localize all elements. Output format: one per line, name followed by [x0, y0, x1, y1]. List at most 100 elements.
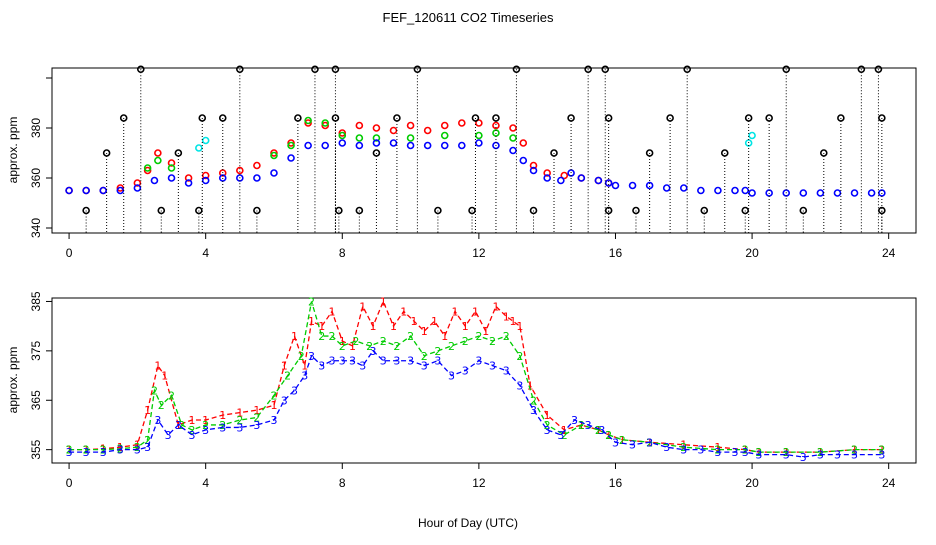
series-3-label: 3 — [714, 446, 721, 459]
top-axes: 0 4 8 12 16 20 24 340 360 380 — [29, 77, 896, 260]
series-2-label: 2 — [318, 330, 325, 343]
series-spikes-point — [331, 114, 340, 122]
series-3-point — [850, 189, 859, 197]
series-spikes-point — [468, 206, 476, 215]
series-2-label: 2 — [605, 429, 612, 442]
series-2-label: 2 — [298, 350, 305, 363]
series-3-point — [577, 174, 586, 182]
series-3-point — [645, 181, 654, 190]
series-3-point — [529, 166, 538, 175]
series-3-label: 3 — [359, 360, 366, 373]
series-1-label: 1 — [390, 320, 397, 333]
x-tick-label: 24 — [882, 476, 896, 490]
series-2-label: 2 — [561, 429, 568, 442]
series-3-point — [611, 181, 620, 190]
series-spikes-point — [119, 114, 128, 122]
series-spikes-point — [584, 65, 592, 74]
series-spikes-point — [492, 114, 500, 122]
series-3-label: 3 — [407, 355, 414, 368]
series-1-point — [389, 126, 398, 135]
series-3-point — [150, 176, 159, 185]
x-tick-label: 4 — [202, 476, 209, 490]
series-1-label: 1 — [161, 370, 168, 383]
series-2-label: 2 — [448, 340, 455, 353]
series-1-point — [529, 161, 538, 170]
series-3-point — [167, 174, 176, 182]
series-3-label: 3 — [598, 424, 605, 437]
series-3-label: 3 — [817, 449, 824, 462]
series-2-point — [509, 134, 517, 142]
series-2-label: 2 — [253, 412, 260, 425]
series-1-point — [372, 124, 381, 132]
y-tick-label: 385 — [29, 291, 43, 311]
series-3-point — [270, 169, 278, 177]
series-1-label: 1 — [370, 320, 377, 333]
series-1-label: 1 — [516, 320, 523, 333]
series-2-point — [372, 134, 381, 142]
series-3-label: 3 — [134, 444, 141, 457]
series-2-label: 2 — [755, 446, 762, 459]
series-3-point — [662, 184, 671, 192]
series-3-label: 3 — [680, 444, 687, 457]
series-3-label: 3 — [253, 419, 260, 432]
series-1-label: 1 — [380, 295, 387, 308]
series-spikes-point — [393, 114, 401, 122]
series-spikes-point — [601, 65, 610, 74]
series-1-label: 1 — [482, 325, 489, 338]
series-3-point — [65, 186, 73, 195]
bottom-y-axis-label: approx. ppm — [6, 347, 20, 414]
series-2-label: 2 — [158, 399, 165, 412]
series-1-label: 1 — [189, 414, 196, 427]
series-2-label: 2 — [503, 330, 510, 343]
series-3-point — [338, 139, 347, 147]
series-3-label: 3 — [236, 421, 243, 434]
series-2-label: 2 — [680, 441, 687, 454]
series-3-point — [304, 141, 312, 150]
series-3-point — [816, 189, 825, 197]
series-1-label: 1 — [134, 439, 141, 452]
series-3-label: 3 — [154, 414, 161, 427]
series-1-label: 1 — [318, 320, 325, 333]
series-1-label: 1 — [527, 379, 534, 392]
series-3-label: 3 — [571, 414, 578, 427]
x-axis-label: Hour of Day (UTC) — [418, 516, 518, 530]
series-3-label: 3 — [318, 360, 325, 373]
series-3-label: 3 — [370, 345, 377, 358]
series-1-label: 1 — [400, 305, 407, 318]
series-1-point — [253, 161, 261, 170]
series-3-point — [287, 154, 295, 162]
x-tick-label: 4 — [202, 246, 209, 260]
series-1-label: 1 — [680, 439, 687, 452]
figure-title: FEF_120611 CO2 Timeseries — [383, 10, 554, 25]
series-spikes-point — [82, 206, 90, 215]
series-3-label: 3 — [663, 441, 670, 454]
series-1-label: 1 — [714, 441, 721, 454]
x-tick-label: 0 — [66, 246, 73, 260]
series-3-label: 3 — [301, 370, 308, 383]
y-tick-label: 340 — [29, 218, 43, 238]
series-1-label: 1 — [308, 315, 315, 328]
series-2-label: 2 — [339, 340, 346, 353]
series-3-point — [475, 139, 483, 147]
series-3-label: 3 — [503, 365, 510, 378]
series-3-point — [440, 141, 449, 150]
series-1-point — [270, 149, 278, 157]
y-tick-label: 375 — [29, 341, 43, 361]
series-spikes-point — [550, 149, 558, 157]
series-3-label: 3 — [349, 355, 356, 368]
series-3-point — [99, 186, 108, 195]
top-plot-frame — [51, 67, 917, 234]
series-2-label: 2 — [619, 434, 626, 447]
series-1-label: 1 — [339, 335, 346, 348]
series-3-point — [867, 189, 876, 197]
series-3-label: 3 — [612, 436, 619, 449]
series-1-point — [236, 166, 244, 175]
bottom-plot-frame — [51, 297, 917, 464]
series-3-label: 3 — [448, 370, 455, 383]
series-spikes-point — [311, 65, 319, 74]
series-spikes-point — [837, 114, 845, 122]
series-3-label: 3 — [175, 419, 182, 432]
top-data-marks — [65, 65, 886, 233]
series-1-label: 1 — [544, 409, 551, 422]
series-3-label: 3 — [291, 384, 298, 397]
